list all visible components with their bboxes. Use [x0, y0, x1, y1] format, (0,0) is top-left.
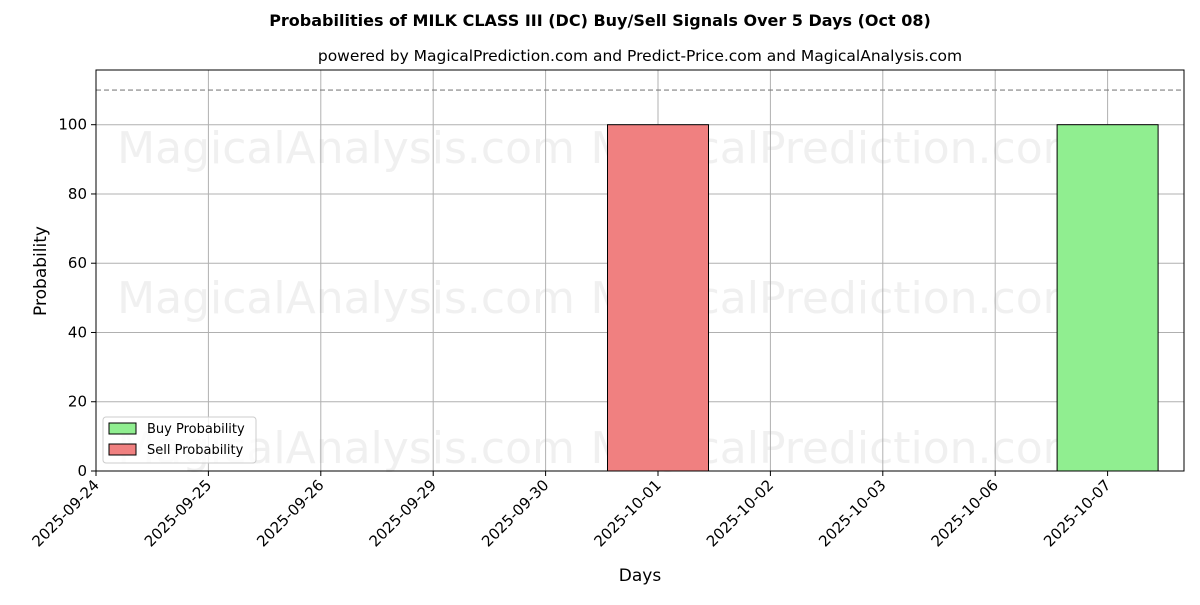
x-axis: 2025-09-24 2025-09-25 2025-09-26 2025-09-29…: [28, 471, 1114, 550]
x-tick-label: 2025-10-03: [815, 476, 889, 550]
y-tick-label: 60: [68, 254, 87, 272]
legend: Buy Probability Sell Probability: [102, 416, 257, 464]
y-axis-label: Probability: [31, 226, 51, 316]
legend-frame: [102, 416, 257, 464]
chart-title: Probabilities of MILK CLASS III (DC) Buy…: [269, 11, 931, 30]
x-tick-label: 2025-10-07: [1040, 476, 1114, 550]
legend-swatch-buy: [108, 422, 137, 435]
x-tick-label: 2025-10-06: [928, 476, 1002, 550]
x-tick-label: 2025-09-26: [253, 476, 327, 550]
chart-subtitle: powered by MagicalPrediction.com and Pre…: [318, 47, 962, 65]
plot-frame: [95, 69, 1185, 472]
y-tick-label: 40: [68, 323, 87, 341]
x-tick-label: 2025-09-29: [366, 476, 440, 550]
x-tick-label: 2025-09-30: [478, 476, 552, 550]
legend-swatch-sell: [108, 443, 137, 456]
bars: [607, 124, 1159, 472]
legend-label-sell: Sell Probability: [147, 443, 244, 458]
watermark: MagicalAnalysis.com: [117, 123, 575, 174]
x-tick-label: 2025-09-24: [28, 476, 102, 550]
watermark: MagicalAnalysis.com: [117, 273, 575, 324]
legend-label-buy: Buy Probability: [147, 422, 245, 437]
buy-bar: [1056, 124, 1159, 472]
y-tick-label: 0: [77, 462, 87, 480]
y-tick-label: 100: [58, 116, 87, 134]
watermarks: MagicalAnalysis.com MagicalPrediction.co…: [117, 123, 1085, 474]
y-tick-label: 20: [68, 393, 87, 411]
y-tick-label: 80: [68, 185, 87, 203]
y-axis: 0 20 40 60 80 100: [58, 116, 96, 480]
x-tick-label: 2025-09-25: [141, 476, 215, 550]
sell-bar: [607, 124, 709, 472]
x-tick-label: 2025-10-01: [590, 476, 664, 550]
x-tick-label: 2025-10-02: [703, 476, 777, 550]
x-axis-label: Days: [619, 566, 662, 586]
